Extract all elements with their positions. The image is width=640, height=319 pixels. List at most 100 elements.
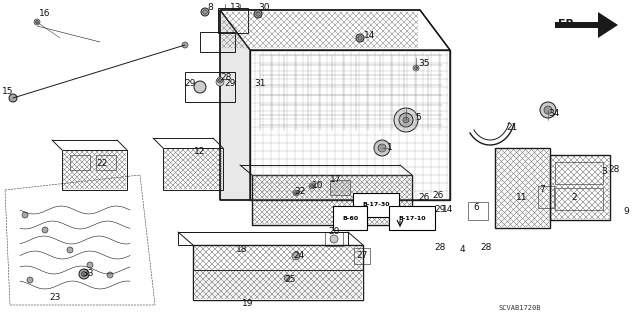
Text: 25: 25 <box>284 276 296 285</box>
Text: 26: 26 <box>419 192 429 202</box>
Bar <box>193 270 363 300</box>
Text: 10: 10 <box>312 181 324 189</box>
Circle shape <box>378 144 386 152</box>
Bar <box>185 72 235 102</box>
Circle shape <box>34 19 40 25</box>
Circle shape <box>22 212 28 218</box>
Bar <box>468 202 488 220</box>
Bar <box>70 155 90 170</box>
Circle shape <box>356 34 364 42</box>
Text: 23: 23 <box>49 293 61 301</box>
Text: 28: 28 <box>608 166 620 174</box>
Text: 7: 7 <box>539 186 545 195</box>
Circle shape <box>201 8 209 16</box>
Text: 8: 8 <box>207 4 213 12</box>
Bar <box>178 232 348 245</box>
Circle shape <box>294 191 298 195</box>
Circle shape <box>540 102 556 118</box>
Text: 2: 2 <box>571 194 577 203</box>
Text: 29: 29 <box>224 78 236 87</box>
Circle shape <box>292 252 300 260</box>
Circle shape <box>182 42 188 48</box>
Circle shape <box>27 277 33 283</box>
Circle shape <box>330 235 338 243</box>
Circle shape <box>544 106 552 114</box>
Circle shape <box>194 81 206 93</box>
Circle shape <box>394 108 418 132</box>
Text: 9: 9 <box>623 207 629 217</box>
Text: 4: 4 <box>459 246 465 255</box>
Text: FR.: FR. <box>558 19 579 29</box>
Text: 33: 33 <box>83 270 93 278</box>
Text: 18: 18 <box>236 246 248 255</box>
Text: 30: 30 <box>259 4 269 12</box>
Text: B-60: B-60 <box>342 216 358 220</box>
Text: B-17-10: B-17-10 <box>398 216 426 220</box>
Circle shape <box>203 10 207 14</box>
Text: 32: 32 <box>294 187 306 196</box>
Bar <box>62 150 127 190</box>
Text: B-17-30: B-17-30 <box>362 203 390 207</box>
Text: 14: 14 <box>442 205 454 214</box>
Text: 22: 22 <box>97 160 108 168</box>
Circle shape <box>216 78 224 86</box>
Circle shape <box>358 36 362 40</box>
Text: 35: 35 <box>419 58 429 68</box>
Circle shape <box>107 272 113 278</box>
Text: 16: 16 <box>39 10 51 19</box>
Bar <box>550 155 610 220</box>
Text: 24: 24 <box>293 251 305 261</box>
Text: 14: 14 <box>364 31 376 40</box>
Text: 20: 20 <box>328 227 340 236</box>
Circle shape <box>81 271 86 277</box>
Bar <box>163 148 223 190</box>
Polygon shape <box>220 10 250 200</box>
Polygon shape <box>555 12 618 38</box>
Circle shape <box>218 78 221 81</box>
Text: 12: 12 <box>195 147 205 157</box>
Circle shape <box>67 247 73 253</box>
Circle shape <box>217 77 223 83</box>
Circle shape <box>399 113 413 127</box>
Circle shape <box>87 262 93 268</box>
Text: 34: 34 <box>548 108 560 117</box>
Bar <box>538 186 554 208</box>
Bar <box>495 148 550 228</box>
Text: 29: 29 <box>435 205 445 214</box>
Bar <box>555 162 603 184</box>
Text: 11: 11 <box>516 194 528 203</box>
Circle shape <box>9 94 17 102</box>
Bar <box>252 175 412 225</box>
Text: 27: 27 <box>356 251 368 261</box>
Bar <box>200 32 235 52</box>
Circle shape <box>42 227 48 233</box>
Bar <box>325 232 343 246</box>
Bar <box>193 245 363 300</box>
Bar <box>555 188 603 210</box>
Text: 5: 5 <box>415 114 421 122</box>
Text: 21: 21 <box>506 123 518 132</box>
Text: 31: 31 <box>254 78 266 87</box>
Circle shape <box>415 66 417 70</box>
Text: 13: 13 <box>230 4 242 12</box>
Text: 28: 28 <box>220 73 232 83</box>
Text: 28: 28 <box>480 243 492 253</box>
Text: 26: 26 <box>432 190 444 199</box>
Circle shape <box>79 269 89 279</box>
Circle shape <box>284 275 290 281</box>
Circle shape <box>309 183 315 189</box>
Bar <box>252 175 412 225</box>
Circle shape <box>413 65 419 71</box>
Bar <box>218 8 248 33</box>
Text: SCVAB1720B: SCVAB1720B <box>499 305 541 311</box>
Bar <box>96 155 116 170</box>
Circle shape <box>310 184 314 188</box>
Circle shape <box>403 117 409 123</box>
Text: 15: 15 <box>3 87 13 97</box>
Bar <box>354 248 370 264</box>
Circle shape <box>254 10 262 18</box>
Circle shape <box>256 12 260 16</box>
Circle shape <box>35 20 38 24</box>
Text: 29: 29 <box>184 78 196 87</box>
Text: 3: 3 <box>601 167 607 176</box>
